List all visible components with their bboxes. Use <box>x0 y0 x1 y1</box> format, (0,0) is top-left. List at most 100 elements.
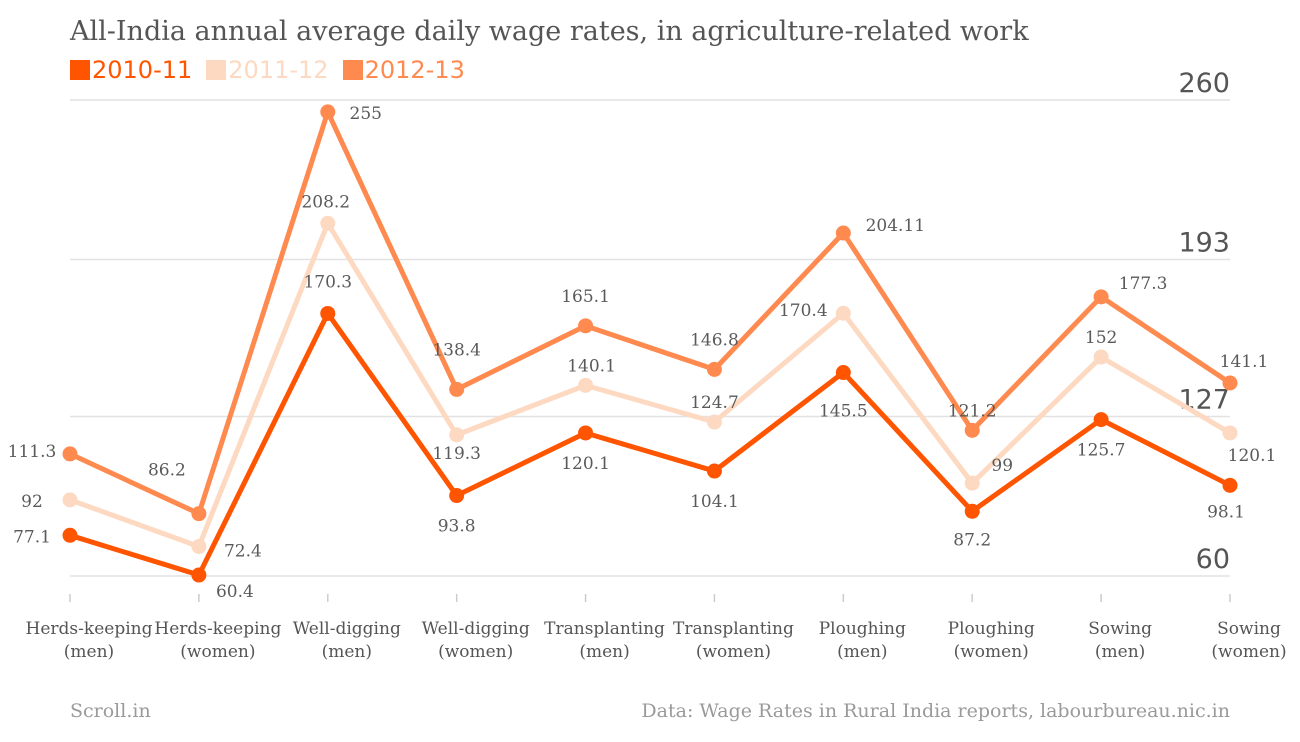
data-point <box>706 361 722 377</box>
x-category-label-line: Transplanting <box>673 619 794 639</box>
x-category-label-line: (men) <box>1095 642 1145 662</box>
legend-swatch-2010-11 <box>70 60 90 80</box>
data-label: 204.11 <box>866 216 925 236</box>
x-category-label-line: (women) <box>1211 642 1286 662</box>
data-point <box>62 492 78 508</box>
x-category-label-line: Herds-keeping <box>26 619 153 639</box>
y-tick-label: 127 <box>1178 385 1230 416</box>
data-label: 177.3 <box>1119 274 1168 294</box>
data-label: 92 <box>21 492 43 512</box>
data-label: 138.4 <box>432 340 481 360</box>
x-category-label: Transplanting (men) <box>544 619 665 662</box>
data-point <box>706 414 722 430</box>
data-label: 125.7 <box>1077 441 1126 461</box>
x-category-label-line: (men) <box>579 642 629 662</box>
x-category-label-line: (women) <box>438 642 513 662</box>
legend-item-2010-11: 2010-11 <box>70 56 192 84</box>
x-category-label-line: Sowing <box>1088 619 1152 639</box>
data-point <box>191 506 207 522</box>
data-label: 99 <box>991 456 1013 476</box>
source-credit: Scroll.in <box>70 700 151 722</box>
x-category-label-line: Herds-keeping <box>154 619 281 639</box>
data-point <box>1093 349 1109 365</box>
x-category-label: Well-digging (women) <box>422 619 530 662</box>
x-category-label: Sowing (women) <box>1211 619 1286 662</box>
series-line-2011-12 <box>67 220 1233 549</box>
x-category-label-line: (men) <box>322 642 372 662</box>
data-label: 120.1 <box>561 454 610 474</box>
data-label: 140.1 <box>567 356 616 376</box>
data-point <box>62 446 78 462</box>
x-category-label-line: (men) <box>64 642 114 662</box>
legend-label-2011-12: 2011-12 <box>228 56 329 84</box>
data-point <box>320 305 336 321</box>
data-point <box>1222 477 1238 493</box>
legend-item-2012-13: 2012-13 <box>342 56 465 84</box>
x-category-label: Ploughing (men) <box>819 619 906 662</box>
data-point <box>964 475 980 491</box>
data-label: 208.2 <box>301 192 350 212</box>
x-category-label: Ploughing (women) <box>948 619 1035 662</box>
data-label: 124.7 <box>690 393 739 413</box>
data-label: 93.8 <box>438 517 476 537</box>
data-label: 86.2 <box>148 461 186 481</box>
x-category-label-line: (women) <box>696 642 771 662</box>
legend-label-2010-11: 2010-11 <box>92 56 193 84</box>
x-category-label-line: (men) <box>837 642 887 662</box>
y-tick-label: 60 <box>1196 544 1230 575</box>
data-label: 104.1 <box>690 492 739 512</box>
data-label: 255 <box>350 104 382 124</box>
data-point <box>706 463 722 479</box>
data-label: 121.2 <box>948 401 997 421</box>
legend-swatch-2011-12 <box>206 60 227 80</box>
data-label: 72.4 <box>224 541 262 561</box>
data-point <box>835 305 851 321</box>
data-point <box>835 365 851 381</box>
data-point <box>191 538 207 554</box>
data-label: 152 <box>1085 328 1117 348</box>
data-point <box>578 377 594 393</box>
x-category-label: Herds-keeping (men) <box>26 619 153 662</box>
x-category-label-line: (women) <box>180 642 255 662</box>
x-category-label-line: Transplanting <box>544 619 665 639</box>
x-category-label-line: Well-digging <box>293 619 401 639</box>
x-category-label: Herds-keeping (women) <box>154 619 281 662</box>
data-label: 146.8 <box>690 330 739 350</box>
data-label: 170.4 <box>779 301 828 321</box>
data-point <box>1222 425 1238 441</box>
data-point <box>320 104 336 120</box>
x-category-label: Well-digging (men) <box>293 619 401 662</box>
data-point <box>449 488 465 504</box>
data-label: 60.4 <box>216 582 254 602</box>
data-label: 170.3 <box>303 272 352 292</box>
data-label: 77.1 <box>13 527 51 547</box>
data-label: 87.2 <box>953 530 991 550</box>
data-label: 119.3 <box>432 444 481 464</box>
data-point <box>320 215 336 231</box>
data-label: 141.1 <box>1220 352 1269 372</box>
data-point <box>1093 289 1109 305</box>
legend-label-2012-13: 2012-13 <box>364 56 465 84</box>
x-category-label-line: (women) <box>954 642 1029 662</box>
chart-legend: 2010-11 2011-12 2012-13 <box>70 56 465 84</box>
data-point <box>191 567 207 583</box>
data-point <box>62 527 78 543</box>
chart-title: All-India annual average daily wage rate… <box>70 16 1029 47</box>
data-point <box>964 422 980 438</box>
data-point <box>964 503 980 519</box>
data-point <box>578 318 594 334</box>
x-category-label-line: Ploughing <box>948 619 1035 639</box>
data-point <box>1222 375 1238 391</box>
x-category-label: Transplanting (women) <box>673 619 794 662</box>
data-point <box>578 425 594 441</box>
legend-item-2011-12: 2011-12 <box>206 56 329 84</box>
data-point <box>449 381 465 397</box>
series-line-2010-11 <box>67 310 1233 578</box>
data-point <box>449 427 465 443</box>
data-source: Data: Wage Rates in Rural India reports,… <box>641 700 1230 722</box>
data-label: 98.1 <box>1207 502 1245 522</box>
data-label: 145.5 <box>819 402 868 422</box>
series-line-2012-13 <box>67 109 1233 517</box>
x-category-label: Sowing (men) <box>1088 619 1152 662</box>
